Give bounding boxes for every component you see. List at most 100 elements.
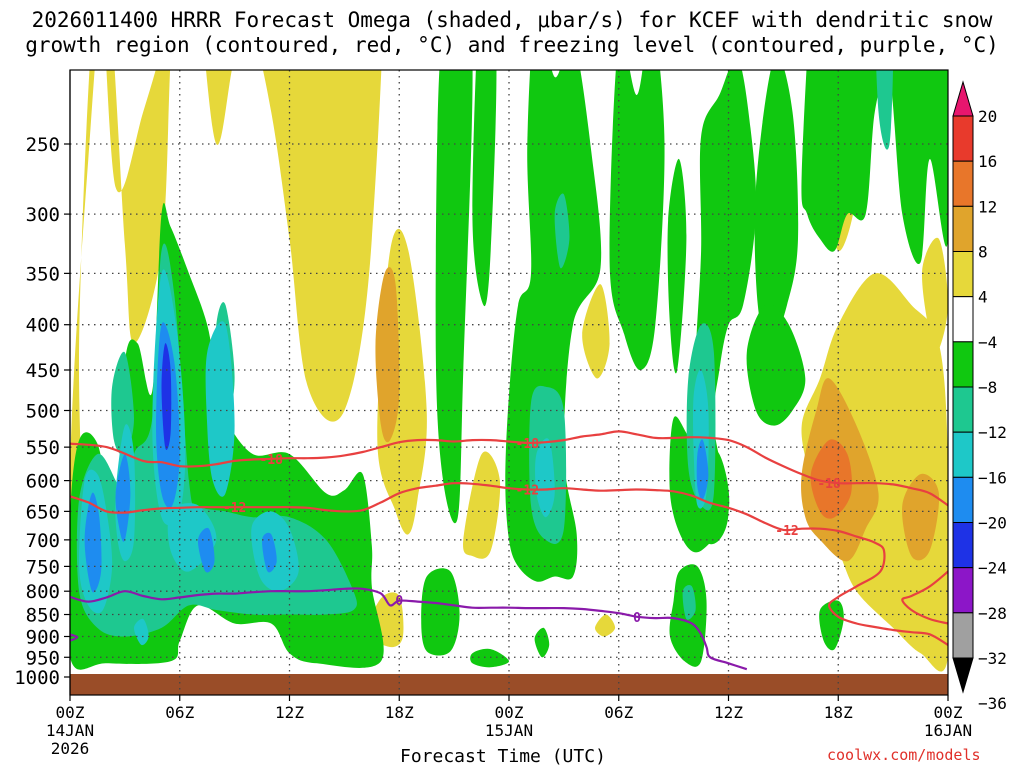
y-tick-label-300: 300: [26, 204, 60, 226]
chart-title-line-2: growth region (contoured, red, °C) and f…: [25, 33, 999, 57]
x-axis-label: Forecast Time (UTC): [400, 746, 606, 767]
omega-region-0: [70, 70, 382, 649]
contour-label-0-0: -18: [259, 453, 283, 468]
colorbar-label-11: −28: [978, 604, 1007, 623]
temperature-contour-1: [70, 481, 948, 646]
credit-text: coolwx.com/models: [827, 746, 981, 764]
omega-region-11: [375, 267, 400, 443]
colorbar-bin-6: [952, 341, 974, 388]
omega-region-5: [582, 284, 610, 379]
x-tick-label-42-0: 18Z: [824, 703, 853, 722]
omega-region-19: [472, 70, 497, 307]
freezing_level-contour-4: [70, 633, 79, 642]
colorbar-bin-12: [952, 612, 974, 659]
contour-label-1-1: -12: [516, 483, 539, 498]
y-tick-label-900: 900: [26, 626, 60, 648]
x-tick-label-48-0: 00Z: [934, 703, 963, 722]
omega-region-21: [534, 627, 550, 658]
y-tick-label-850: 850: [26, 605, 60, 627]
x-tick-label-0-0: 00Z: [56, 703, 85, 722]
y-tick-label-650: 650: [26, 501, 60, 523]
colorbar-label-5: −4: [978, 333, 997, 352]
colorbar: 20 16 12 8 4 −4 −8 −12 −16 −20 −24 −28 −32 −36: [952, 80, 1007, 713]
omega-region-29: [746, 304, 806, 426]
colorbar-bin-3: [952, 205, 974, 252]
colorbar-label-2: 12: [978, 197, 997, 216]
contour-lines-layer: -18 -18 -18 -12 -12 -12 0 0: [70, 430, 948, 671]
x-tick-label-0-2: 2026: [51, 739, 90, 758]
axes-layer: 2503003504004505005506006507007508008509…: [14, 134, 972, 758]
omega-region-53: [262, 532, 277, 573]
contour-label-0-1: -18: [516, 437, 540, 452]
y-tick-label-350: 350: [26, 263, 60, 285]
omega-region-9: [801, 273, 948, 672]
y-tick-label-600: 600: [26, 471, 60, 493]
omega-region-47: [535, 438, 555, 518]
contour-label-3-1: 0: [633, 611, 641, 626]
x-tick-label-6-0: 06Z: [165, 703, 194, 722]
colorbar-label-9: −20: [978, 514, 1007, 533]
omega-region-17: [470, 648, 509, 668]
colorbar-bin-10: [952, 522, 974, 569]
omega-region-37: [876, 70, 893, 150]
colorbar-label-12: −32: [978, 649, 1007, 668]
colorbar-bin-5: [952, 296, 974, 343]
x-tick-label-24-1: 15JAN: [485, 721, 533, 740]
omega-region-14: [810, 439, 852, 519]
freezing_level-contour-3: [70, 587, 748, 671]
omega-region-44: [205, 321, 235, 497]
colorbar-bin-9: [952, 476, 974, 524]
colorbar-bin-2: [952, 160, 974, 207]
colorbar-label-6: −8: [978, 378, 997, 397]
omega-region-3: [463, 451, 501, 559]
omega-region-30: [801, 70, 948, 264]
x-tick-label-48-1: 16JAN: [924, 721, 972, 740]
omega-region-23: [667, 158, 687, 374]
y-tick-label-500: 500: [26, 401, 60, 423]
y-tick-label-400: 400: [26, 315, 60, 337]
omega-region-16: [421, 568, 460, 656]
temperature-contour-2: [901, 570, 948, 625]
colorbar-bin-11: [952, 567, 974, 614]
y-tick-label-1000: 1000: [14, 667, 60, 689]
omega-region-27: [710, 0, 728, 42]
colorbar-bottom-arrow: [952, 657, 974, 694]
colorbar-label-10: −24: [978, 559, 1007, 578]
colorbar-top-arrow: [952, 80, 974, 117]
colorbar-label-8: −16: [978, 468, 1007, 487]
y-tick-label-700: 700: [26, 530, 60, 552]
contour-label-1-0: -12: [223, 501, 246, 516]
omega-region-28: [754, 70, 799, 344]
colorbar-bin-8: [952, 431, 974, 478]
omega-region-52: [197, 527, 215, 573]
contour-label-0-2: -18: [817, 477, 841, 492]
y-tick-label-250: 250: [26, 134, 60, 156]
colorbar-label-0: 20: [978, 107, 997, 126]
y-tick-label-550: 550: [26, 437, 60, 459]
x-tick-label-0-1: 14JAN: [46, 721, 94, 740]
omega-region-38: [554, 193, 570, 269]
omega-region-49: [84, 492, 102, 593]
colorbar-bin-4: [952, 251, 974, 298]
x-tick-label-18-0: 18Z: [385, 703, 414, 722]
omega-region-18: [435, 70, 473, 524]
omega-shading-layer: [70, 0, 948, 672]
colorbar-label-3: 8: [978, 243, 988, 262]
omega-region-13: [902, 473, 940, 561]
y-tick-label-750: 750: [26, 556, 60, 578]
colorbar-label-1: 16: [978, 152, 997, 171]
x-tick-label-30-0: 06Z: [604, 703, 633, 722]
colorbar-bin-7: [952, 386, 974, 433]
x-tick-label-36-0: 12Z: [714, 703, 743, 722]
omega-region-39: [682, 585, 696, 620]
colorbar-label-7: −12: [978, 423, 1007, 442]
colorbar-label-4: 4: [978, 288, 988, 307]
omega-region-6: [594, 614, 616, 637]
y-tick-label-800: 800: [26, 581, 60, 603]
y-tick-label-450: 450: [26, 360, 60, 382]
omega-region-55: [161, 343, 172, 450]
y-tick-label-950: 950: [26, 647, 60, 669]
chart-title-line-1: 2026011400 HRRR Forecast Omega (shaded, …: [31, 8, 993, 32]
temperature-contour-0: [70, 430, 948, 507]
